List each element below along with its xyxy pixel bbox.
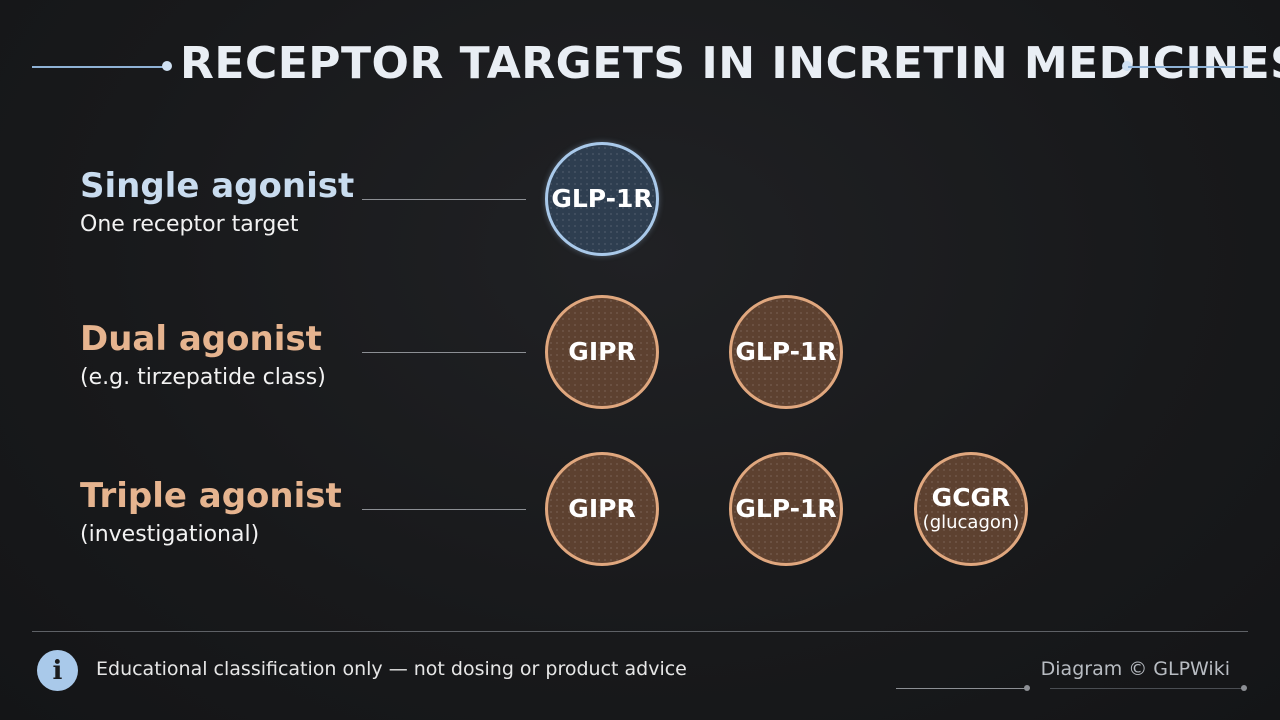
- receptor-node-glp1r: GLP-1R: [729, 295, 843, 409]
- disclaimer-text: Educational classification only — not do…: [96, 658, 687, 680]
- row-subtitle: (investigational): [80, 522, 260, 547]
- row-single-agonist-label: Single agonist One receptor target: [80, 166, 354, 240]
- footer-rule-right: [1050, 688, 1242, 689]
- receptor-label: GLP-1R: [735, 337, 837, 366]
- receptor-node-glp1r: GLP-1R: [545, 142, 659, 256]
- receptor-label: GLP-1R: [551, 184, 653, 213]
- receptor-node-glp1r: GLP-1R: [729, 452, 843, 566]
- info-icon: i: [37, 650, 78, 691]
- page-title: RECEPTOR TARGETS IN INCRETIN MEDICINES: [180, 38, 1280, 89]
- receptor-label: GLP-1R: [735, 494, 837, 523]
- title-dot-right: [1122, 61, 1132, 71]
- title-bar: RECEPTOR TARGETS IN INCRETIN MEDICINES: [0, 34, 1280, 98]
- row-connector: [362, 199, 526, 200]
- receptor-sublabel: (glucagon): [922, 512, 1020, 533]
- receptor-node-gipr: GIPR: [545, 452, 659, 566]
- receptor-node-gcgr: GCGR (glucagon): [914, 452, 1028, 566]
- credit-text: Diagram © GLPWiki: [1040, 658, 1230, 680]
- receptor-label: GCGR: [931, 483, 1011, 512]
- footer-dot-right: [1241, 685, 1247, 691]
- row-heading: Triple agonist: [80, 476, 342, 516]
- row-dual-agonist-label: Dual agonist (e.g. tirzepatide class): [80, 319, 326, 393]
- receptor-label: GIPR: [568, 494, 636, 523]
- title-rule-right: [1128, 66, 1248, 68]
- row-connector: [362, 352, 526, 353]
- row-subtitle: One receptor target: [80, 212, 299, 237]
- row-connector: [362, 509, 526, 510]
- row-heading: Dual agonist: [80, 319, 322, 359]
- receptor-label: GIPR: [568, 337, 636, 366]
- row-subtitle: (e.g. tirzepatide class): [80, 365, 326, 390]
- footer-divider: [32, 631, 1248, 632]
- row-triple-agonist-label: Triple agonist (investigational): [80, 476, 342, 550]
- title-dot-left: [162, 61, 172, 71]
- footer-dot-left: [1024, 685, 1030, 691]
- footer-rule-left: [896, 688, 1026, 689]
- receptor-node-gipr: GIPR: [545, 295, 659, 409]
- row-heading: Single agonist: [80, 166, 355, 206]
- title-rule-left: [32, 66, 166, 68]
